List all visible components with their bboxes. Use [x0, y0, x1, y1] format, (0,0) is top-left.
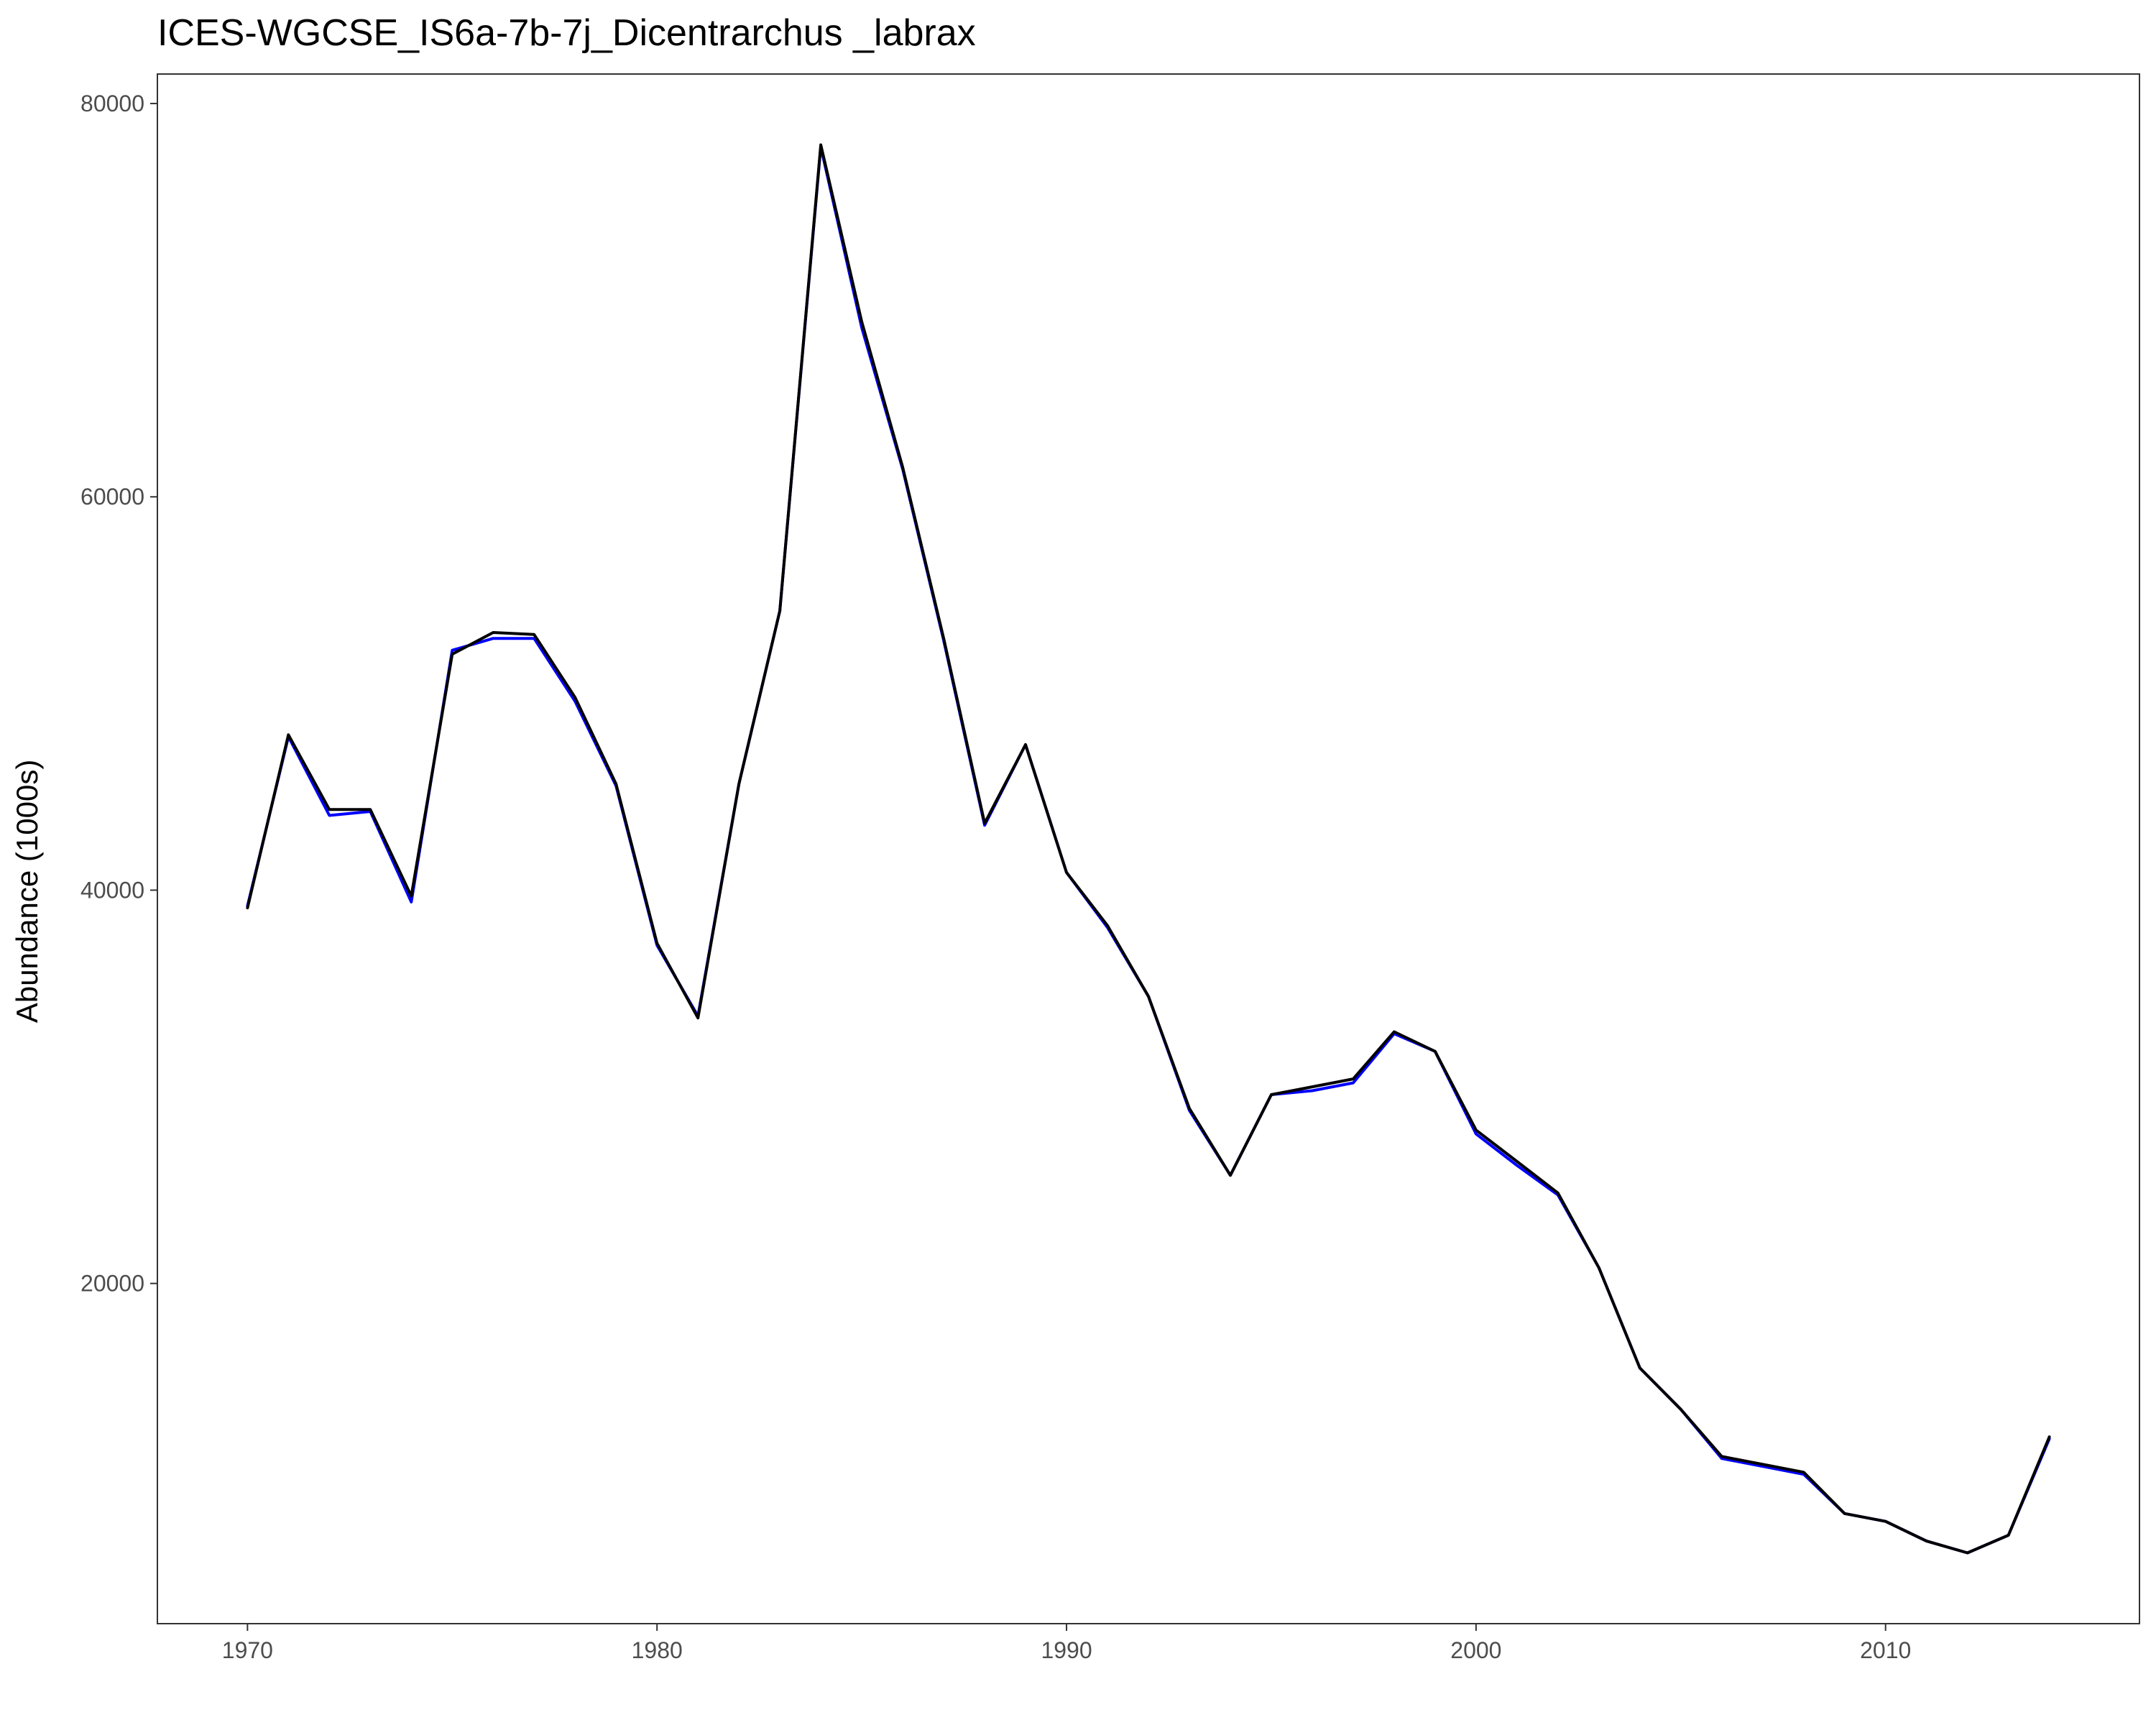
x-tick-label: 2000: [1450, 1637, 1501, 1663]
y-tick-label: 20000: [80, 1271, 144, 1297]
series-line-2: [246, 143, 2051, 1555]
plot-panel: [157, 73, 2140, 1624]
y-axis: 20000 40000 60000 80000: [80, 91, 157, 1297]
y-tick-label: 40000: [80, 877, 144, 903]
x-tick-label: 1990: [1041, 1637, 1092, 1663]
series-lines: [246, 143, 2051, 1555]
x-tick-label: 1980: [632, 1637, 683, 1663]
y-tick-label: 60000: [80, 484, 144, 510]
y-tick-label: 80000: [80, 91, 144, 116]
x-tick-label: 2010: [1860, 1637, 1911, 1663]
series-line-1: [246, 145, 2051, 1555]
chart-title: ICES-WGCSE_IS6a-7b-7j_Dicentrarchus _lab…: [157, 12, 976, 54]
x-axis: 1970 1980 1990 2000 2010: [222, 1624, 1911, 1663]
x-tick-label: 1970: [222, 1637, 273, 1663]
y-axis-label: Abundance (1000s): [10, 760, 44, 1024]
